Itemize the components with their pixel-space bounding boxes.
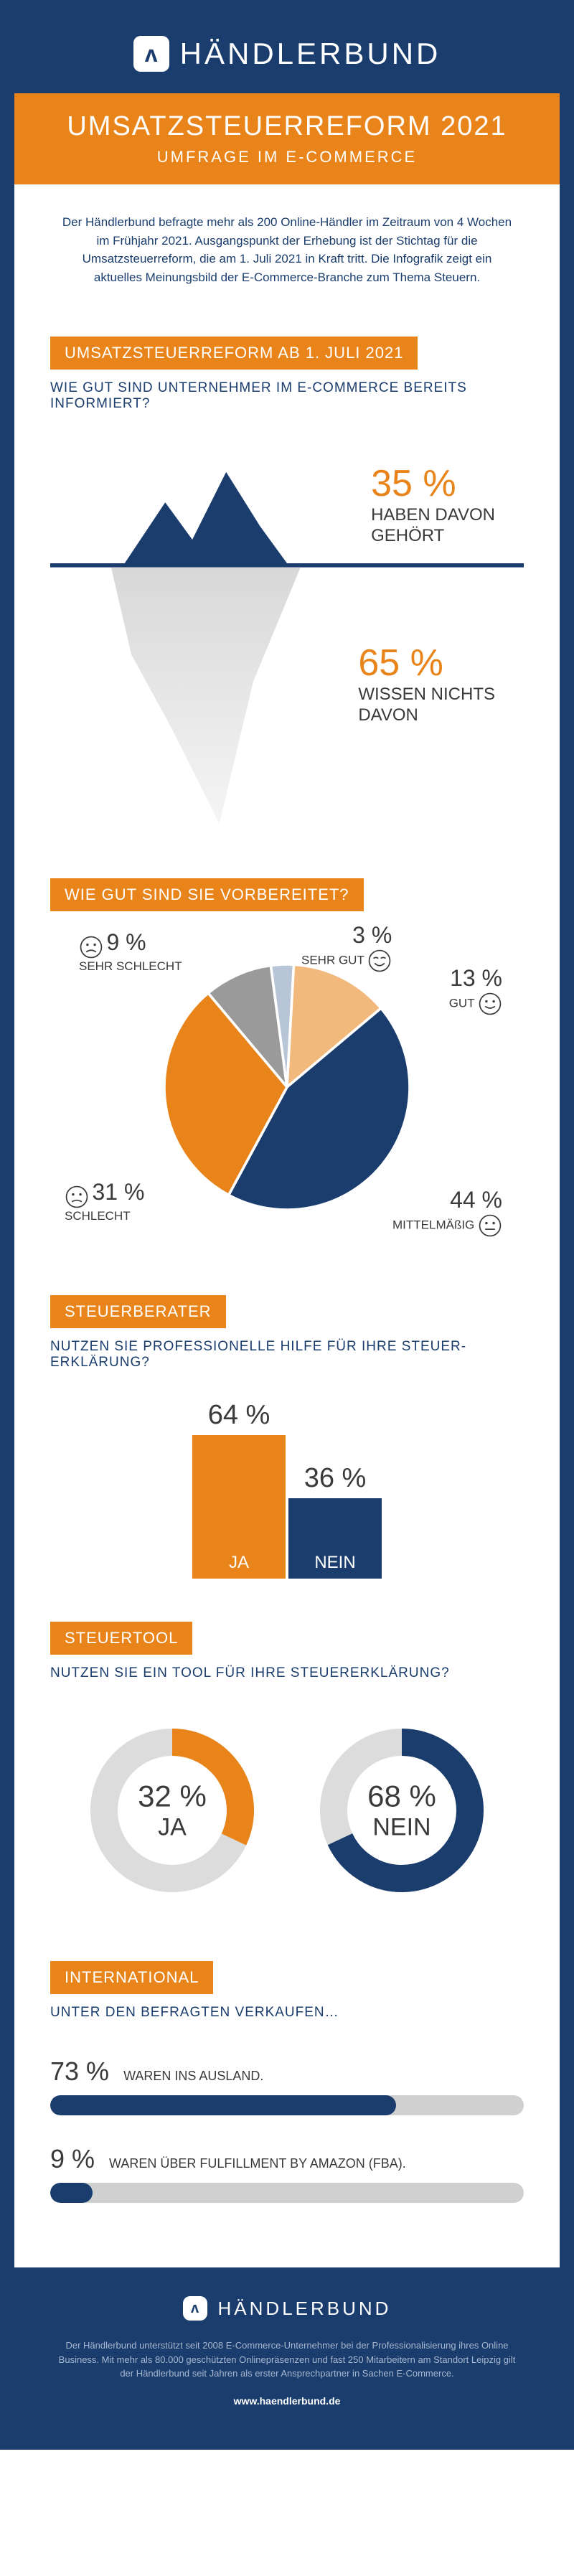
pie-lbl-sehrgut: SEHR GUT [301, 949, 392, 973]
section-subhead: WIE GUT SIND UNTERNEHMER IM E-COMMERCE B… [50, 380, 524, 412]
section-head: STEUERTOOL [50, 1622, 192, 1655]
page-subtitle: UMFRAGE IM E-COMMERCE [32, 148, 542, 166]
pie-pct-schlecht: 31 % [92, 1179, 144, 1205]
section-head: UMSATZSTEUERREFORM AB 1. JULI 2021 [50, 337, 418, 370]
ring-ja-lbl: JA [138, 1814, 207, 1842]
pie-lbl-schlecht: SCHLECHT [65, 1209, 144, 1223]
header: ᴧ HÄNDLERBUND [14, 14, 560, 93]
ring-ja: 32 % JA [86, 1724, 258, 1896]
hbar-fba-fill [50, 2183, 93, 2203]
footer-brand: HÄNDLERBUND [218, 2298, 392, 2320]
bar-nein-lbl: NEIN [314, 1553, 355, 1573]
ring-nein: 68 % NEIN [316, 1724, 488, 1896]
brand-name: HÄNDLERBUND [180, 37, 441, 71]
pie-chart: 9 % SEHR SCHLECHT 3 % SEHR GUT 13 % GUT … [50, 922, 524, 1252]
section-head: INTERNATIONAL [50, 1961, 213, 1994]
pie-pct-sehrschlecht: 9 % [106, 929, 146, 955]
iceberg-chart: 35 % HABEN DAVONGEHÖRT 65 % WISSEN NICHT… [50, 433, 524, 835]
intro-text: Der Händlerbund befragte mehr als 200 On… [14, 184, 560, 315]
section-steuerberater: STEUERBERATER NUTZEN SIE PROFESSIONELLE … [14, 1274, 560, 1600]
logo: ᴧ HÄNDLERBUND [133, 36, 441, 72]
section-head: WIE GUT SIND SIE VORBEREITET? [50, 878, 364, 911]
section-subhead: UNTER DEN BEFRAGTEN VERKAUFEN… [50, 2005, 524, 2021]
ring-ja-pct: 32 % [138, 1780, 207, 1814]
hbar-chart: 73 % WAREN INS AUSLAND. 9 % WAREN ÜBER F… [50, 2042, 524, 2246]
section-head: STEUERBERATER [50, 1295, 226, 1328]
section-preparedness: WIE GUT SIND SIE VORBEREITET? 9 % SEHR S… [14, 857, 560, 1274]
ring-nein-pct: 68 % [367, 1780, 436, 1814]
section-international: INTERNATIONAL UNTER DEN BEFRAGTEN VERKAU… [14, 1940, 560, 2267]
hbar-fba-lbl: WAREN ÜBER FULFILLMENT BY AMAZON (FBA). [109, 2156, 406, 2171]
footer-text: Der Händlerbund unterstützt seit 2008 E-… [57, 2338, 517, 2381]
donut-charts: 32 % JA 68 % NEIN [50, 1703, 524, 1918]
hbar-fba-pct: 9 % [50, 2144, 95, 2174]
ring-nein-lbl: NEIN [367, 1814, 436, 1842]
pie-lbl-gut: GUT [449, 992, 502, 1016]
pie-pct-gut: 13 % [450, 965, 502, 991]
bar-nein-pct: 36 % [304, 1463, 367, 1494]
hbar-ausland-fill [50, 2095, 396, 2115]
hbar-ausland-lbl: WAREN INS AUSLAND. [123, 2069, 263, 2084]
heard-label: HABEN DAVONGEHÖRT [371, 505, 495, 547]
section-awareness: UMSATZSTEUERREFORM AB 1. JULI 2021 WIE G… [14, 315, 560, 857]
section-steuertool: STEUERTOOL NUTZEN SIE EIN TOOL FÜR IHRE … [14, 1600, 560, 1940]
unaware-pct: 65 % [358, 641, 495, 685]
section-subhead: NUTZEN SIE EIN TOOL FÜR IHRE STEUERERKLÄ… [50, 1665, 524, 1681]
footer: ᴧ HÄNDLERBUND Der Händlerbund unterstütz… [14, 2267, 560, 2435]
bar-ja-lbl: JA [229, 1553, 249, 1573]
page-title: UMSATZSTEUERREFORM 2021 [32, 111, 542, 142]
heard-pct: 35 % [371, 462, 495, 505]
pie-lbl-mittel: MITTELMÄßIG [392, 1213, 502, 1238]
title-band: UMSATZSTEUERREFORM 2021 UMFRAGE IM E-COM… [14, 93, 560, 184]
bar-chart: 64 % JA 36 % NEIN [50, 1392, 524, 1579]
logo-icon: ᴧ [133, 36, 169, 72]
pie-lbl-sehrschlecht: SEHR SCHLECHT [79, 959, 182, 974]
hbar-ausland-pct: 73 % [50, 2056, 109, 2087]
footer-logo: ᴧ HÄNDLERBUND [183, 2296, 392, 2321]
footer-url: www.haendlerbund.de [57, 2395, 517, 2407]
bar-ja-pct: 64 % [208, 1400, 270, 1431]
unaware-label: WISSEN NICHTSDAVON [358, 685, 495, 726]
pie-pct-sehrgut: 3 % [352, 922, 392, 948]
pie-pct-mittel: 44 % [450, 1187, 502, 1213]
logo-icon: ᴧ [183, 2296, 207, 2321]
section-subhead: NUTZEN SIE PROFESSIONELLE HILFE FÜR IHRE… [50, 1339, 524, 1371]
